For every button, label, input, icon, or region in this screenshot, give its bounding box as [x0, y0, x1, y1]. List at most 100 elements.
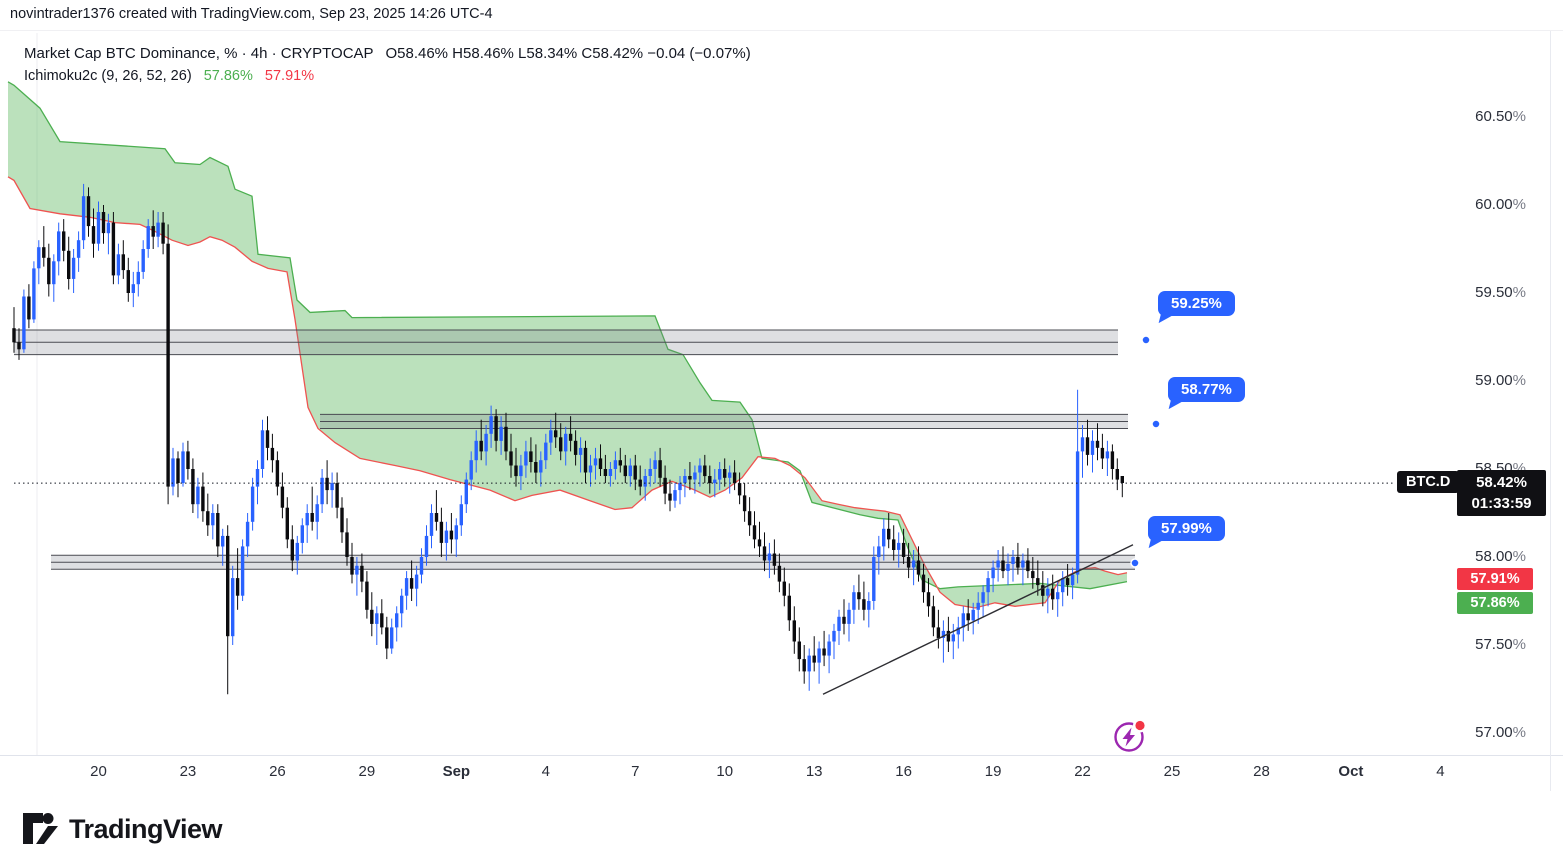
candle	[762, 532, 767, 572]
candle	[1085, 419, 1090, 466]
candle	[270, 433, 275, 473]
time-tick-label: 22	[1074, 763, 1091, 780]
candle	[613, 451, 618, 480]
candle	[752, 511, 757, 549]
candle	[842, 599, 846, 635]
candle	[285, 497, 289, 549]
candle	[330, 472, 334, 508]
header-divider	[0, 30, 1563, 31]
candle	[419, 548, 424, 584]
chart-legend[interactable]: Market Cap BTC Dominance, % · 4h · CRYPT…	[24, 44, 751, 86]
candle	[400, 588, 404, 628]
candle	[136, 261, 140, 297]
candle	[901, 528, 906, 564]
candle	[439, 507, 444, 557]
candle	[86, 187, 91, 237]
candle	[176, 451, 180, 498]
price-zone[interactable]	[51, 554, 1135, 570]
candle	[583, 440, 588, 484]
candle	[201, 472, 205, 522]
candle	[280, 472, 285, 519]
candle	[673, 483, 677, 508]
candle	[484, 425, 488, 466]
candle	[121, 240, 125, 279]
candle	[872, 546, 876, 610]
candle	[385, 616, 389, 660]
candle	[1056, 581, 1060, 617]
candle	[703, 454, 707, 484]
candle	[290, 525, 294, 572]
candle	[474, 430, 478, 473]
candle	[757, 521, 762, 557]
candle	[504, 412, 508, 461]
candle	[588, 454, 593, 487]
candle	[161, 212, 165, 255]
tradingview-logo-text: TradingView	[69, 813, 223, 844]
candle	[827, 634, 831, 674]
candle	[464, 472, 468, 513]
trendline[interactable]	[822, 544, 1134, 695]
candle	[1026, 548, 1030, 579]
candle	[877, 535, 881, 575]
candle	[1075, 389, 1080, 584]
candle	[42, 226, 46, 267]
candle	[1031, 557, 1035, 589]
candle	[186, 440, 190, 480]
candle	[91, 208, 96, 258]
candle	[767, 542, 772, 579]
candle	[698, 458, 702, 487]
flash-events-icon[interactable]	[1106, 714, 1152, 760]
candle	[141, 240, 145, 279]
callout-anchor-dot[interactable]	[1151, 419, 1161, 429]
candle	[847, 602, 851, 642]
candle	[986, 571, 990, 607]
candle	[777, 553, 782, 593]
candle	[1036, 560, 1040, 596]
candle	[787, 583, 791, 631]
candle	[529, 437, 533, 473]
candle	[489, 405, 493, 448]
candle	[1001, 546, 1005, 579]
candle	[340, 497, 344, 543]
candle	[245, 513, 250, 557]
bar-countdown: 01:33:59	[1471, 495, 1532, 513]
candle	[226, 525, 230, 695]
time-tick-label: 26	[269, 763, 286, 780]
price-callout[interactable]: 57.99%	[1148, 516, 1225, 541]
price-callout[interactable]: 58.77%	[1168, 377, 1245, 402]
price-zone[interactable]	[320, 413, 1128, 429]
candle	[996, 550, 1000, 582]
candle	[792, 606, 796, 654]
time-tick-label: 13	[805, 763, 823, 780]
span-b-axis-label: 57.86%	[1457, 591, 1533, 614]
candle	[434, 490, 439, 531]
candle	[1006, 553, 1010, 586]
candle	[951, 623, 955, 660]
price-tick-label: 58.00%	[1475, 548, 1526, 565]
price-tick-label: 57.00%	[1475, 724, 1526, 741]
senkou-span-b-line	[7, 81, 1128, 590]
price-tick-label: 59.50%	[1475, 284, 1526, 301]
price-zone[interactable]	[14, 329, 1118, 356]
candle	[887, 513, 891, 549]
candle	[822, 630, 826, 667]
price-axis-border	[1550, 31, 1551, 791]
candle	[81, 183, 86, 249]
candle	[832, 623, 836, 660]
candle	[519, 454, 523, 491]
candle	[206, 493, 210, 536]
ohlc-values: O58.46% H58.46% L58.34% C58.42% −0.04 (−…	[385, 45, 751, 62]
candle	[991, 560, 995, 593]
candle	[539, 451, 543, 487]
candle	[1095, 423, 1100, 461]
candle	[976, 592, 980, 624]
candle	[772, 539, 777, 575]
price-callout[interactable]: 59.25%	[1158, 291, 1235, 316]
time-tick-label: 29	[358, 763, 376, 780]
tradingview-logo[interactable]: TradingView	[22, 812, 223, 846]
candle	[782, 567, 786, 607]
callout-anchor-dot[interactable]	[1141, 335, 1151, 345]
callout-anchor-dot[interactable]	[1130, 558, 1140, 568]
